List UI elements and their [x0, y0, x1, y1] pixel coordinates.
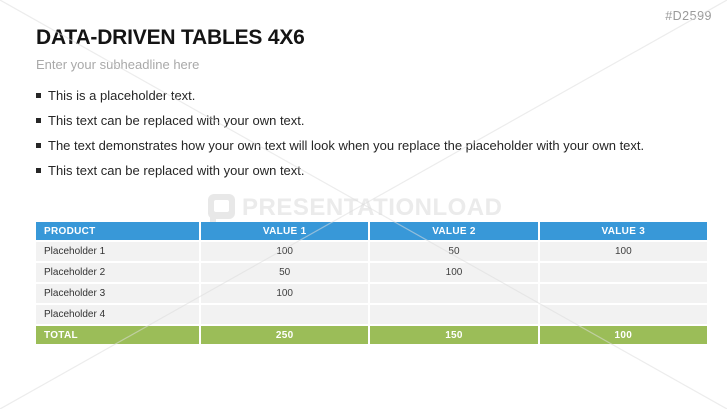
column-header-value3: VALUE 3 — [539, 222, 707, 240]
cell-value: 100 — [539, 242, 707, 261]
table-row: Placeholder 4 — [36, 305, 707, 324]
table-total-row: TOTAL 250 150 100 — [36, 326, 707, 344]
row-label: Placeholder 1 — [36, 242, 199, 261]
table-row: Placeholder 3 100 — [36, 284, 707, 303]
cell-value: 50 — [201, 263, 369, 282]
cell-value — [370, 305, 538, 324]
bullet-item: The text demonstrates how your own text … — [36, 138, 656, 154]
total-value: 150 — [370, 326, 538, 344]
cell-value — [539, 284, 707, 303]
slide-title: DATA-DRIVEN TABLES 4X6 — [36, 26, 305, 49]
row-label: Placeholder 3 — [36, 284, 199, 303]
total-value: 100 — [539, 326, 707, 344]
bullet-item: This text can be replaced with your own … — [36, 163, 656, 179]
bullet-text: This text can be replaced with your own … — [48, 113, 305, 128]
row-label: Placeholder 4 — [36, 305, 199, 324]
column-header-value1: VALUE 1 — [201, 222, 369, 240]
table-row: Placeholder 1 100 50 100 — [36, 242, 707, 261]
table-row: Placeholder 2 50 100 — [36, 263, 707, 282]
bullet-square-icon — [36, 93, 41, 98]
bullet-item: This is a placeholder text. — [36, 88, 656, 104]
column-header-value2: VALUE 2 — [370, 222, 538, 240]
column-header-product: PRODUCT — [36, 222, 199, 240]
cell-value: 50 — [370, 242, 538, 261]
watermark-text: PRESENTATIONLOAD — [242, 194, 503, 221]
cell-value — [201, 305, 369, 324]
total-value: 250 — [201, 326, 369, 344]
bullet-list: This is a placeholder text. This text ca… — [36, 88, 656, 188]
bullet-item: This text can be replaced with your own … — [36, 113, 656, 129]
table-header-row: PRODUCT VALUE 1 VALUE 2 VALUE 3 — [36, 222, 707, 240]
bullet-text: This text can be replaced with your own … — [48, 163, 305, 178]
product-code: #D2599 — [665, 9, 712, 23]
cell-value: 100 — [201, 242, 369, 261]
bullet-text: This is a placeholder text. — [48, 88, 196, 103]
cell-value — [539, 263, 707, 282]
bullet-square-icon — [36, 143, 41, 148]
data-table: PRODUCT VALUE 1 VALUE 2 VALUE 3 Placehol… — [36, 222, 707, 344]
total-label: TOTAL — [36, 326, 199, 344]
watermark: PRESENTATIONLOAD — [208, 194, 502, 224]
cell-value — [539, 305, 707, 324]
slide-subheadline: Enter your subheadline here — [36, 57, 200, 72]
row-label: Placeholder 2 — [36, 263, 199, 282]
bullet-text: The text demonstrates how your own text … — [48, 138, 645, 153]
presentationload-logo-icon — [208, 194, 235, 224]
cell-value: 100 — [370, 263, 538, 282]
cell-value — [370, 284, 538, 303]
bullet-square-icon — [36, 168, 41, 173]
cell-value: 100 — [201, 284, 369, 303]
bullet-square-icon — [36, 118, 41, 123]
